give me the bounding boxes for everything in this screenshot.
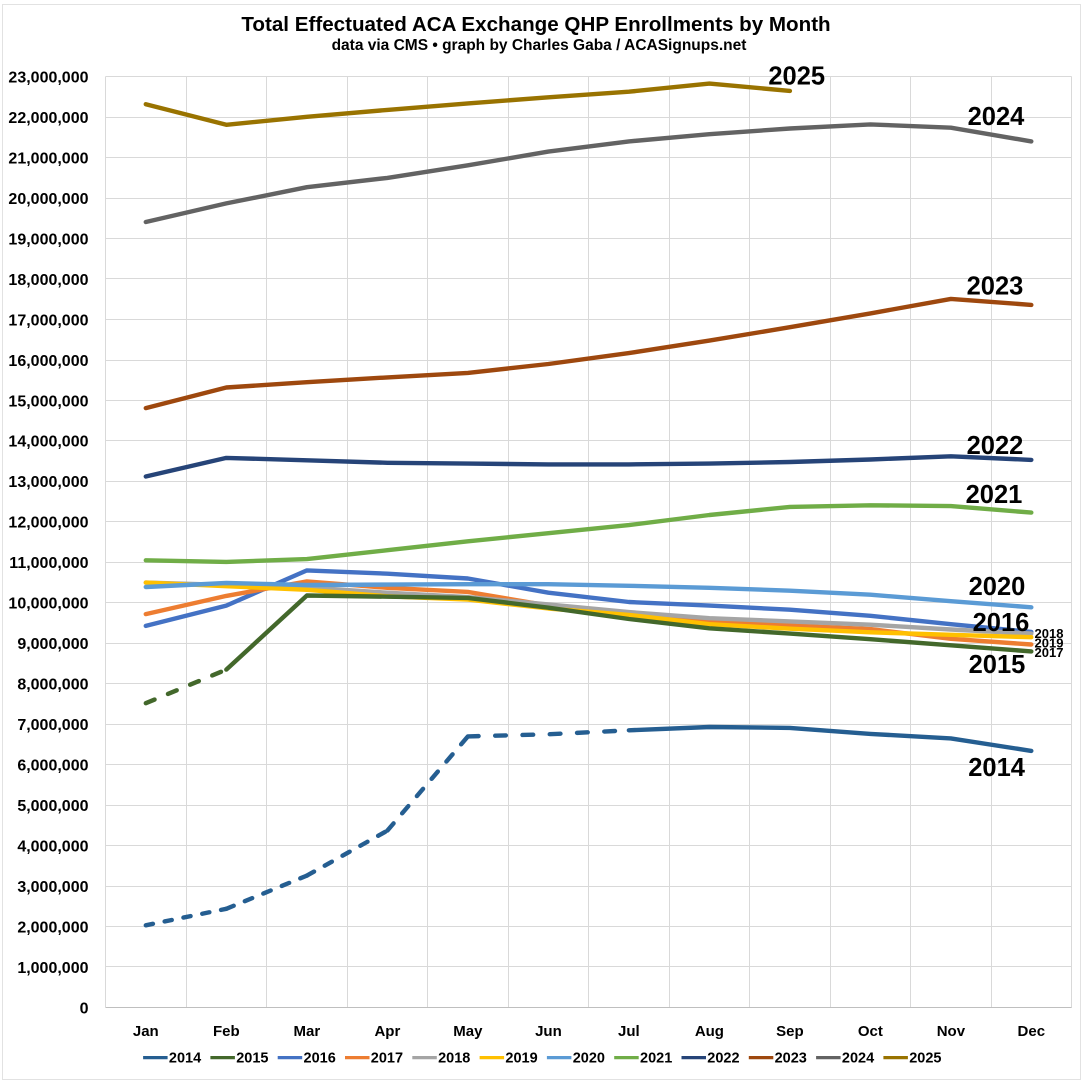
- svg-text:Mar: Mar: [294, 1023, 321, 1040]
- svg-text:7,000,000: 7,000,000: [17, 717, 88, 734]
- svg-text:Aug: Aug: [695, 1023, 724, 1040]
- svg-text:2021: 2021: [640, 1051, 672, 1067]
- svg-text:data via CMS • graph by Charle: data via CMS • graph by Charles Gaba / A…: [332, 37, 747, 54]
- svg-text:16,000,000: 16,000,000: [8, 353, 88, 370]
- svg-text:2020: 2020: [573, 1051, 605, 1067]
- svg-text:Oct: Oct: [858, 1023, 883, 1040]
- svg-text:Jun: Jun: [535, 1023, 562, 1040]
- svg-text:9,000,000: 9,000,000: [17, 636, 88, 653]
- svg-text:2024: 2024: [968, 103, 1026, 131]
- svg-text:8,000,000: 8,000,000: [17, 677, 88, 694]
- svg-text:2015: 2015: [236, 1051, 268, 1067]
- svg-text:6,000,000: 6,000,000: [17, 758, 88, 775]
- svg-text:Dec: Dec: [1018, 1023, 1046, 1040]
- svg-text:2016: 2016: [304, 1051, 336, 1067]
- svg-text:Total Effectuated ACA Exchange: Total Effectuated ACA Exchange QHP Enrol…: [241, 13, 830, 36]
- svg-text:15,000,000: 15,000,000: [8, 393, 88, 410]
- svg-text:1,000,000: 1,000,000: [17, 960, 88, 977]
- svg-text:21,000,000: 21,000,000: [8, 150, 88, 167]
- svg-text:2,000,000: 2,000,000: [17, 919, 88, 936]
- svg-text:May: May: [453, 1023, 483, 1040]
- svg-text:2023: 2023: [775, 1051, 807, 1067]
- svg-text:0: 0: [80, 1000, 89, 1017]
- svg-text:2017: 2017: [1035, 645, 1064, 660]
- svg-text:Apr: Apr: [374, 1023, 400, 1040]
- svg-text:19,000,000: 19,000,000: [8, 231, 88, 248]
- svg-text:2022: 2022: [707, 1051, 739, 1067]
- svg-text:18,000,000: 18,000,000: [8, 272, 88, 289]
- svg-text:Nov: Nov: [937, 1023, 966, 1040]
- svg-text:Feb: Feb: [213, 1023, 240, 1040]
- svg-text:5,000,000: 5,000,000: [17, 798, 88, 815]
- svg-text:2019: 2019: [505, 1051, 537, 1067]
- svg-text:20,000,000: 20,000,000: [8, 191, 88, 208]
- svg-text:2025: 2025: [909, 1051, 941, 1067]
- svg-text:2023: 2023: [967, 273, 1024, 301]
- svg-text:3,000,000: 3,000,000: [17, 879, 88, 896]
- svg-text:2017: 2017: [371, 1051, 403, 1067]
- svg-text:11,000,000: 11,000,000: [9, 555, 88, 572]
- svg-text:10,000,000: 10,000,000: [8, 596, 88, 613]
- svg-text:14,000,000: 14,000,000: [8, 434, 88, 451]
- svg-text:2024: 2024: [842, 1051, 874, 1067]
- svg-text:Jul: Jul: [618, 1023, 640, 1040]
- svg-text:Sep: Sep: [776, 1023, 804, 1040]
- svg-text:2014: 2014: [968, 754, 1026, 782]
- svg-text:2019: 2019: [1035, 636, 1064, 651]
- svg-text:2021: 2021: [966, 481, 1023, 509]
- svg-text:13,000,000: 13,000,000: [8, 474, 88, 491]
- svg-text:22,000,000: 22,000,000: [8, 110, 88, 127]
- svg-text:2022: 2022: [967, 432, 1024, 460]
- svg-text:23,000,000: 23,000,000: [8, 70, 88, 87]
- svg-text:4,000,000: 4,000,000: [17, 838, 88, 855]
- svg-text:2025: 2025: [768, 63, 825, 91]
- svg-text:2018: 2018: [438, 1051, 470, 1067]
- svg-text:Jan: Jan: [133, 1023, 159, 1040]
- svg-text:2015: 2015: [969, 651, 1026, 679]
- svg-text:2016: 2016: [973, 609, 1030, 637]
- svg-text:2020: 2020: [969, 573, 1026, 601]
- svg-text:17,000,000: 17,000,000: [8, 312, 88, 329]
- svg-text:2018: 2018: [1035, 626, 1064, 641]
- svg-text:2014: 2014: [169, 1051, 201, 1067]
- svg-text:12,000,000: 12,000,000: [8, 515, 88, 532]
